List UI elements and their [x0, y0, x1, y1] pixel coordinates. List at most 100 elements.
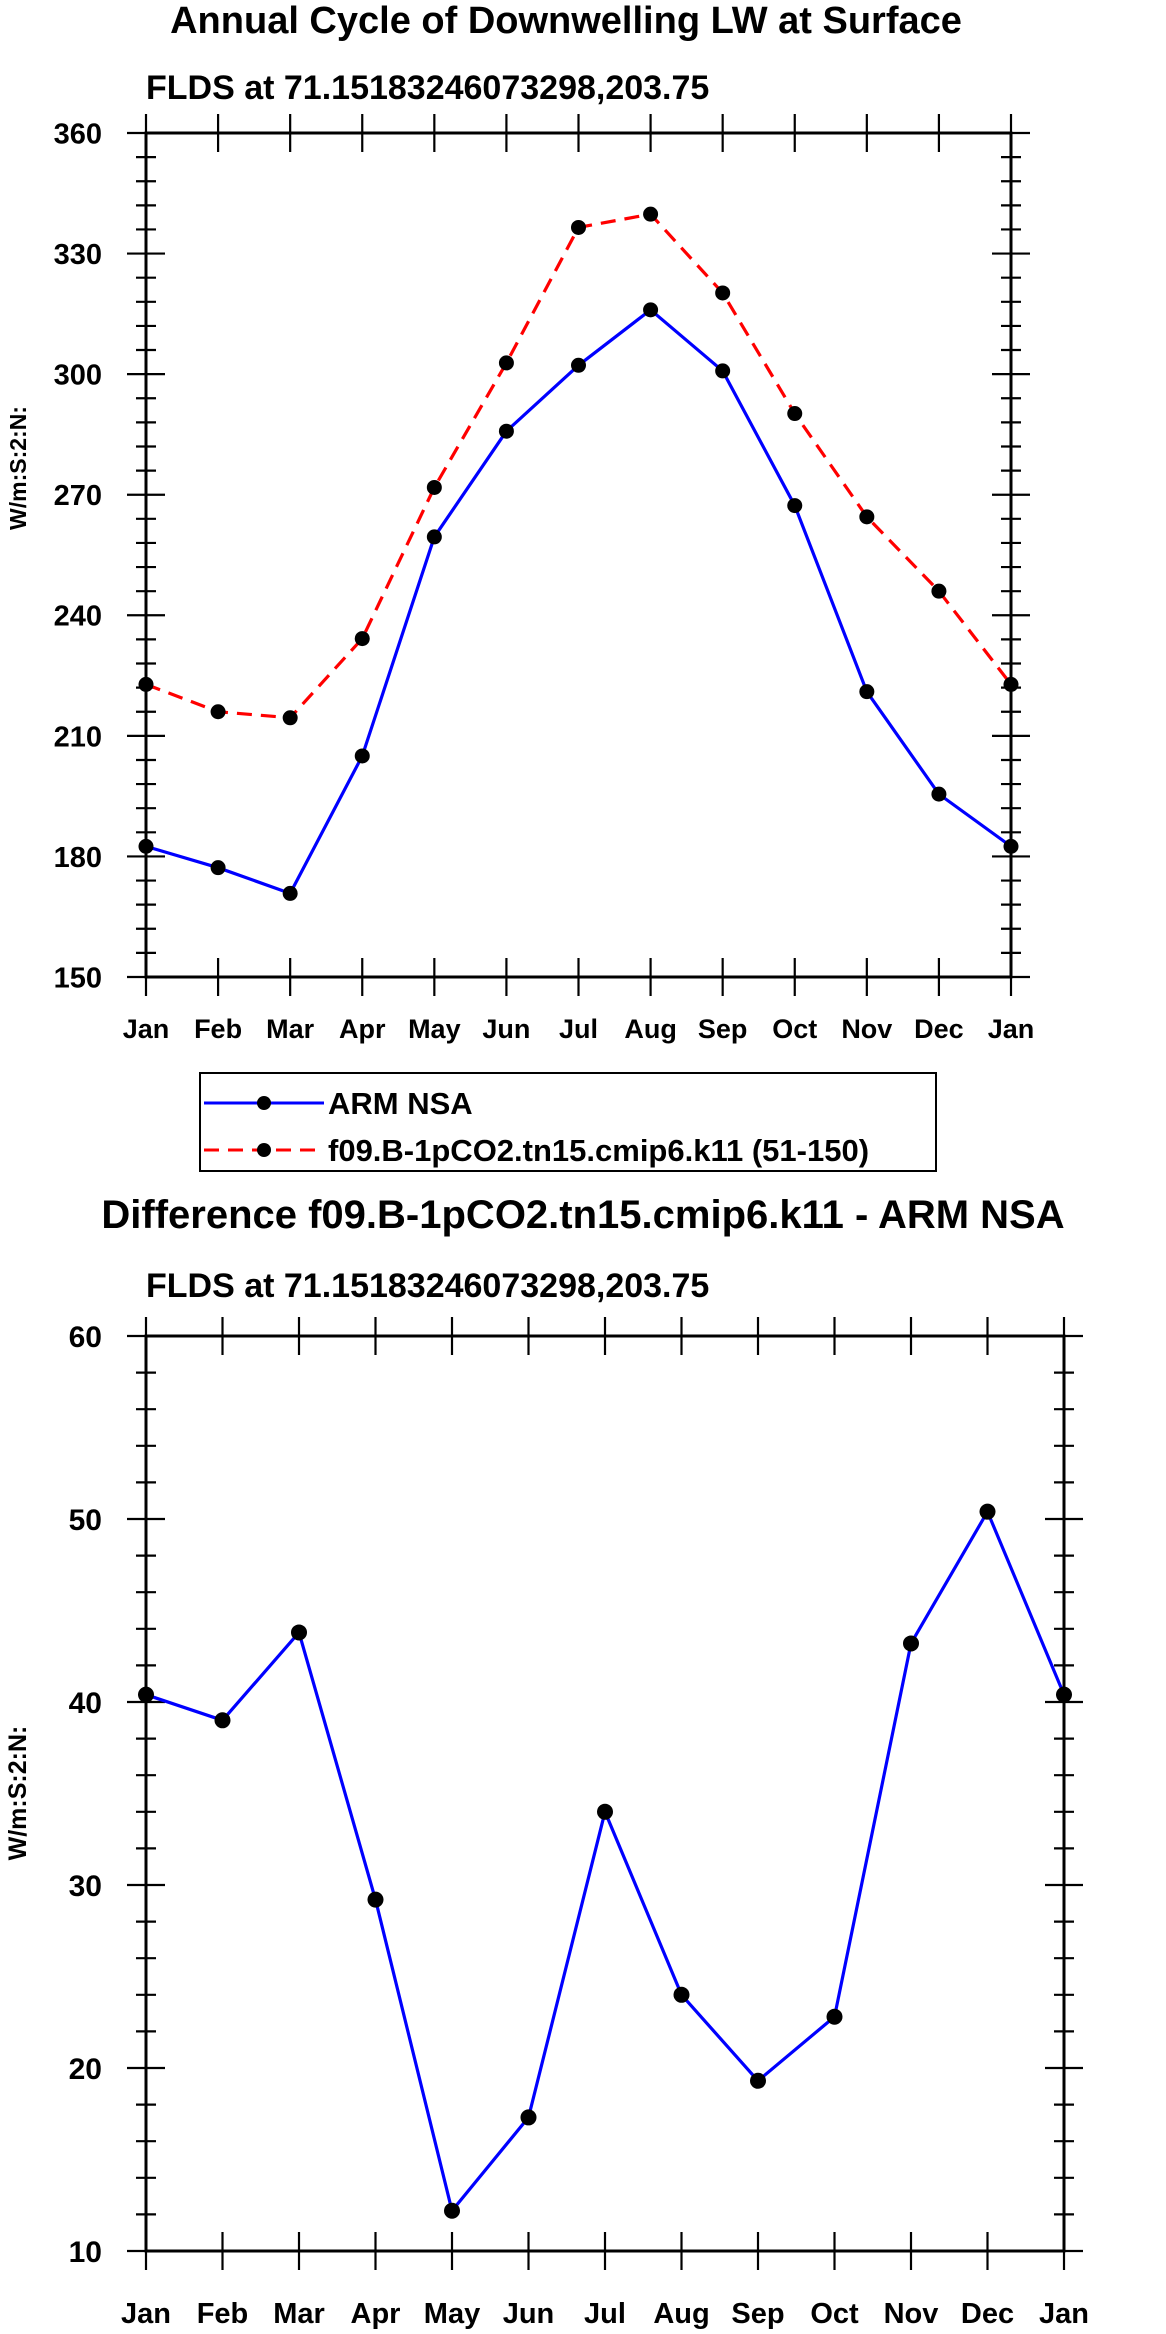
- series-line-0: [145, 1510, 1066, 2213]
- y-tick-label: 10: [69, 2236, 102, 2269]
- series-layer: [138, 1503, 1072, 2219]
- series-layer: [138, 206, 1019, 901]
- y-axis-label: W/m:S:2:N:: [5, 406, 31, 530]
- x-tick-label: Sep: [698, 1014, 748, 1044]
- x-tick-label: Aug: [653, 2298, 709, 2330]
- data-point: [931, 786, 947, 802]
- y-tick-label: 60: [69, 1321, 102, 1354]
- data-point: [787, 406, 803, 422]
- data-point: [673, 1986, 690, 2003]
- x-tick-label: Feb: [197, 2298, 249, 2330]
- y-tick-labels: 10 20 30 40 50 60: [69, 1321, 102, 2269]
- y-tick-labels: 150 180 210 240 270 300 330 360: [54, 118, 102, 994]
- y-axis-ticks: [127, 1317, 1083, 2270]
- x-tick-labels: Jan Feb Mar Apr May Jun Jul Aug Sep Oct Nov Dec Jan: [123, 1014, 1035, 1044]
- data-point: [859, 509, 875, 525]
- x-tick-label: Jun: [482, 1014, 530, 1044]
- data-point: [282, 885, 298, 901]
- data-point: [859, 684, 875, 700]
- y-axis-label: W/m:S:2:N:: [4, 1726, 32, 1861]
- data-point: [597, 1803, 613, 1820]
- data-point: [571, 357, 586, 373]
- data-point: [498, 355, 514, 371]
- x-tick-label: Feb: [194, 1014, 242, 1044]
- data-point: [979, 1503, 996, 1520]
- y-tick-label: 360: [54, 118, 102, 150]
- x-tick-label: Nov: [841, 1014, 892, 1044]
- data-point: [282, 710, 298, 726]
- plot-frame: [144, 131, 1013, 979]
- y-tick-label: 210: [54, 721, 102, 753]
- data-point: [571, 219, 586, 235]
- data-point: [643, 206, 659, 222]
- series-line-0: [145, 308, 1012, 896]
- data-point: [444, 2202, 460, 2219]
- difference-panel: Difference f09.B-1pCO2.tn15.cmip6.k11 - …: [4, 1193, 1089, 2330]
- y-tick-label: 30: [69, 1870, 102, 1903]
- chart-title: Annual Cycle of Downwelling LW at Surfac…: [170, 0, 962, 42]
- x-tick-labels: Jan Feb Mar Apr May Jun Jul Aug Sep Oct Nov Dec Jan: [121, 2298, 1089, 2330]
- x-tick-label: May: [408, 1014, 461, 1044]
- x-tick-label: Jan: [123, 1014, 170, 1044]
- x-tick-label: Dec: [914, 1014, 964, 1044]
- data-point: [643, 302, 659, 318]
- x-tick-label: Apr: [351, 2298, 401, 2330]
- x-tick-label: Dec: [961, 2298, 1014, 2330]
- chart-subtitle: FLDS at 71.15183246073298,203.75: [146, 69, 709, 107]
- y-tick-label: 240: [54, 601, 102, 633]
- data-point: [210, 704, 226, 720]
- x-tick-label: Jun: [503, 2298, 555, 2330]
- legend-entry-model: f09.B-1pCO2.tn15.cmip6.k11 (51-150): [204, 1133, 869, 1168]
- x-tick-label: Jul: [559, 1014, 598, 1044]
- data-point: [354, 748, 370, 764]
- y-tick-label: 300: [54, 360, 102, 392]
- y-tick-label: 330: [54, 239, 102, 271]
- legend-label-arm-nsa: ARM NSA: [328, 1086, 473, 1121]
- data-point: [426, 529, 442, 545]
- y-axis-ticks: [127, 114, 1030, 996]
- data-point: [354, 631, 370, 647]
- y-tick-label: 270: [54, 480, 102, 512]
- x-tick-label: Jan: [121, 2298, 171, 2330]
- plot-frame: [144, 1334, 1066, 2253]
- legend-marker-arm-nsa: [257, 1096, 271, 1110]
- data-point: [210, 860, 226, 876]
- x-tick-label: Mar: [266, 1014, 315, 1044]
- legend-marker-model: [257, 1143, 271, 1157]
- y-tick-label: 50: [69, 1504, 102, 1537]
- y-tick-label: 20: [69, 2053, 102, 2086]
- data-point: [367, 1891, 384, 1908]
- y-tick-label: 150: [54, 962, 102, 994]
- data-point: [520, 2109, 537, 2126]
- x-tick-label: Nov: [884, 2298, 939, 2330]
- y-tick-label: 40: [69, 1687, 102, 1720]
- annual-cycle-panel: Annual Cycle of Downwelling LW at Surfac…: [5, 0, 1034, 1044]
- x-tick-label: Jul: [584, 2298, 626, 2330]
- x-tick-label: Mar: [273, 2298, 325, 2330]
- x-tick-label: Jan: [988, 1014, 1035, 1044]
- data-point: [291, 1624, 307, 1641]
- data-point: [498, 423, 514, 439]
- data-point: [214, 1712, 231, 1729]
- x-tick-label: Oct: [772, 1014, 817, 1044]
- x-tick-label: Apr: [339, 1014, 386, 1044]
- data-point: [826, 2008, 843, 2025]
- data-point: [426, 479, 442, 495]
- legend: ARM NSA f09.B-1pCO2.tn15.cmip6.k11 (51-1…: [199, 1072, 937, 1172]
- x-tick-label: Oct: [810, 2298, 859, 2330]
- legend-label-model: f09.B-1pCO2.tn15.cmip6.k11 (51-150): [328, 1133, 869, 1168]
- data-point: [903, 1635, 919, 1652]
- chart-subtitle: FLDS at 71.15183246073298,203.75: [146, 1267, 709, 1305]
- x-tick-label: Jan: [1039, 2298, 1089, 2330]
- series-line-1: [145, 212, 1013, 720]
- y-tick-label: 180: [54, 842, 102, 874]
- x-tick-label: Sep: [731, 2298, 784, 2330]
- chart-title: Difference f09.B-1pCO2.tn15.cmip6.k11 - …: [101, 1193, 1064, 1237]
- data-point: [715, 363, 731, 379]
- data-point: [931, 583, 947, 599]
- x-tick-label: Aug: [624, 1014, 676, 1044]
- data-point: [750, 2072, 766, 2089]
- legend-box: [199, 1072, 937, 1172]
- x-tick-label: May: [424, 2298, 480, 2330]
